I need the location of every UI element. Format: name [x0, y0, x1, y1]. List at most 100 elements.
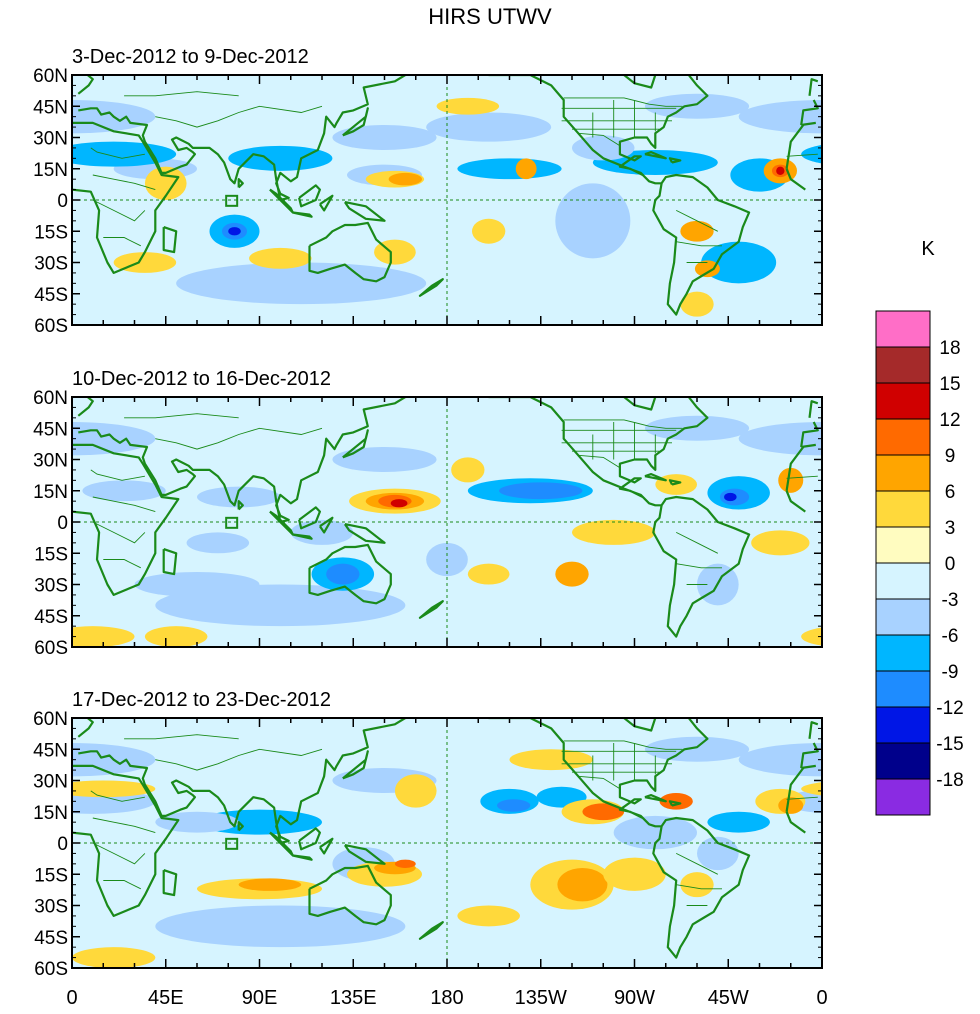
country-border	[675, 209, 719, 232]
anomaly-contour	[72, 626, 135, 647]
country-border	[563, 740, 683, 750]
anomaly-contour	[801, 782, 822, 796]
lon-tick-label: 0	[66, 987, 77, 1009]
colorbar-swatch	[875, 634, 931, 672]
lon-tick-label: 90W	[614, 987, 655, 1009]
country-border	[90, 790, 145, 802]
country-border	[578, 132, 621, 147]
coastline	[72, 121, 180, 274]
coastline	[162, 869, 178, 897]
anomaly-contour	[155, 905, 406, 948]
anomaly-contour	[186, 532, 250, 554]
colorbar-swatch	[875, 490, 931, 528]
coastline	[418, 278, 444, 297]
lat-tick-label: 60N	[33, 388, 68, 409]
anomaly-contour	[697, 836, 739, 871]
coastline	[77, 718, 417, 845]
colorbar-swatch	[875, 562, 931, 600]
longitude-tick-labels: 0 45E 90E 135E 180 135W 90W 45W 0	[66, 987, 827, 1009]
anomaly-contour	[134, 572, 260, 597]
coastline	[237, 178, 244, 189]
anomaly-contour	[694, 260, 720, 278]
lat-tick-label: 15S	[34, 544, 68, 565]
lat-tick-label: 15N	[33, 160, 68, 181]
country-border	[92, 174, 156, 191]
coastline	[486, 718, 751, 959]
coastline	[77, 75, 417, 202]
lat-tick-label: 0	[57, 191, 68, 212]
anomaly-contour	[436, 97, 500, 115]
coastline	[726, 397, 732, 399]
country-border	[155, 105, 323, 128]
lat-tick-label: 45S	[34, 928, 68, 949]
anomaly-contour	[751, 530, 810, 556]
anomaly-contour	[238, 878, 302, 891]
anomaly-contour	[467, 563, 510, 585]
anomaly-contour	[724, 492, 737, 502]
anomaly-contour	[72, 780, 156, 798]
map-panel-2: 10-Dec-2012 to 16-Dec-2012 60N 45N 30N 15N 0…	[33, 368, 823, 659]
country-border	[578, 775, 621, 790]
country-border	[103, 237, 142, 247]
coastline	[298, 827, 321, 851]
anomaly-contour	[572, 519, 656, 545]
anomaly-contour	[467, 272, 677, 315]
lat-tick-label: 45S	[34, 607, 68, 628]
lat-tick-label: 0	[57, 513, 68, 534]
country-border	[90, 469, 145, 481]
coastline	[342, 429, 369, 459]
country-border	[676, 563, 722, 569]
coastline	[644, 793, 667, 803]
lat-tick-label: 60S	[34, 316, 68, 337]
anomaly-contour	[82, 480, 166, 502]
coastline	[801, 443, 816, 449]
lat-tick-label: 30N	[33, 451, 68, 472]
anomaly-contour	[249, 247, 312, 269]
country-border	[155, 427, 323, 450]
anomaly-contour	[644, 93, 750, 119]
anomaly-contour	[326, 563, 360, 585]
lat-tick-label: 30S	[34, 576, 68, 597]
country-border	[92, 842, 146, 865]
coastline	[801, 764, 816, 770]
coastline	[726, 75, 732, 77]
colorbar-swatch	[875, 526, 931, 564]
coastline	[269, 510, 294, 536]
anomaly-contour	[778, 467, 804, 493]
country-border	[103, 559, 142, 569]
colorbar-swatch	[875, 598, 931, 636]
coastline	[292, 211, 313, 218]
coastline	[343, 523, 386, 544]
colorbar-level-label: 12	[939, 410, 960, 431]
anomaly-contour	[557, 868, 608, 902]
lat-tick-label: 15N	[33, 482, 68, 503]
anomaly-contour	[644, 415, 750, 441]
lat-tick-label: 45N	[33, 419, 68, 440]
coastline	[292, 854, 313, 861]
colorbar-level-label: 3	[945, 518, 956, 539]
country-border	[578, 454, 621, 469]
anomaly-contour	[197, 486, 281, 508]
anomaly-contour	[738, 422, 822, 456]
country-border	[786, 153, 818, 157]
coastline	[308, 221, 392, 283]
anomaly-contour	[144, 166, 187, 200]
coastline	[418, 921, 444, 940]
coastline	[800, 742, 819, 769]
colorbar-level-label: -15	[936, 734, 963, 755]
country-border	[90, 147, 145, 159]
coastline	[808, 78, 819, 96]
lat-tick-label: 45S	[34, 285, 68, 306]
country-border	[92, 496, 156, 513]
colorbar-level-label: -12	[936, 698, 963, 719]
anomaly-contour	[72, 947, 156, 968]
coastline	[644, 151, 667, 160]
coastline	[292, 533, 313, 540]
anomaly-contour	[801, 144, 822, 164]
map-panel-1: 3-Dec-2012 to 9-Dec-2012 60N 45N 30N 15N 0 15…	[33, 46, 823, 337]
anomaly-contour	[738, 100, 822, 134]
coastline	[668, 157, 682, 164]
anomaly-contour	[467, 915, 677, 958]
lat-tick-label: 60S	[34, 638, 68, 659]
